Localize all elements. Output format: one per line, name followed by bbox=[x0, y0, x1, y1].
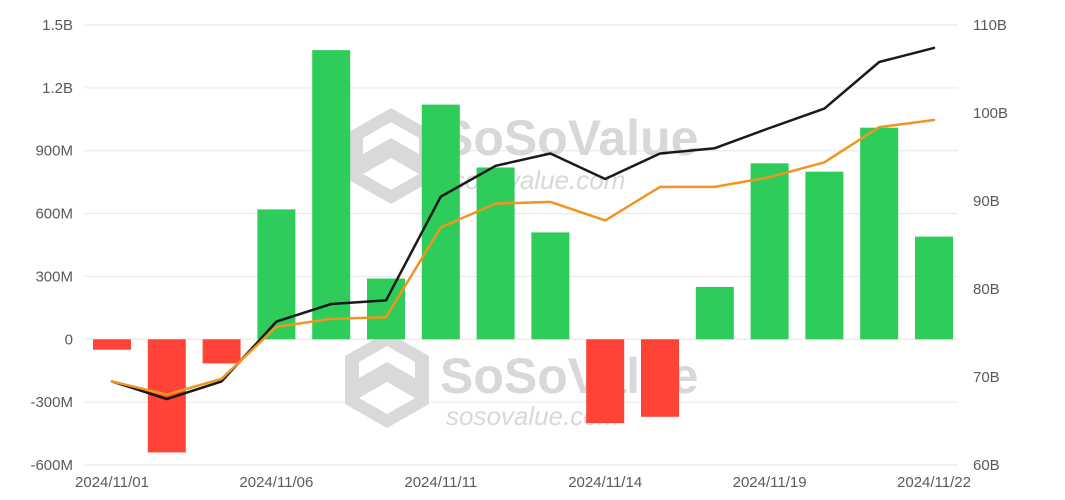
x-axis: 2024/11/01 2024/11/06 2024/11/11 2024/11/14… bbox=[75, 474, 971, 491]
left-axis: -600M -300M 0 300M 600M 900M 1.2B 1.5B bbox=[30, 17, 73, 474]
left-tick-label: 300M bbox=[35, 268, 73, 285]
bar bbox=[750, 163, 789, 340]
bar bbox=[257, 209, 296, 340]
left-tick-label: 1.5B bbox=[42, 17, 73, 34]
watermark-top: SoSoValue sosovalue.com bbox=[349, 108, 698, 204]
watermark-brand: SoSoValue bbox=[440, 110, 698, 166]
left-tick-label: 0 bbox=[65, 331, 73, 348]
bar bbox=[531, 232, 570, 340]
left-tick-label: 600M bbox=[35, 206, 73, 223]
right-tick-label: 90B bbox=[973, 193, 1000, 210]
series-line-2 bbox=[110, 118, 936, 396]
right-tick-label: 70B bbox=[973, 369, 1000, 386]
right-tick-label: 60B bbox=[973, 457, 1000, 474]
bar bbox=[586, 339, 625, 424]
right-tick-label: 110B bbox=[973, 17, 1007, 34]
bar bbox=[915, 236, 953, 340]
left-tick-label: 900M bbox=[35, 143, 73, 160]
bar bbox=[312, 50, 351, 340]
bar bbox=[695, 286, 734, 340]
bar bbox=[202, 339, 241, 364]
x-tick-label: 2024/11/14 bbox=[568, 474, 642, 491]
right-tick-label: 100B bbox=[973, 105, 1008, 122]
left-tick-label: -600M bbox=[30, 457, 73, 474]
right-tick-label: 80B bbox=[973, 281, 1000, 298]
x-tick-label: 2024/11/06 bbox=[239, 474, 313, 491]
x-tick-label: 2024/11/22 bbox=[897, 474, 971, 491]
x-tick-label: 2024/11/11 bbox=[404, 474, 477, 491]
lines bbox=[110, 46, 936, 401]
bar bbox=[860, 127, 899, 340]
x-tick-label: 2024/11/19 bbox=[733, 474, 807, 491]
bar bbox=[805, 171, 844, 340]
bar bbox=[367, 278, 405, 340]
bar bbox=[476, 167, 515, 340]
left-tick-label: 1.2B bbox=[42, 80, 73, 97]
left-tick-label: -300M bbox=[30, 394, 73, 411]
right-axis: 60B 70B 80B 90B 100B 110B bbox=[973, 17, 1008, 474]
bar bbox=[93, 339, 131, 350]
bar bbox=[641, 339, 679, 417]
x-tick-label: 2024/11/01 bbox=[75, 474, 149, 491]
